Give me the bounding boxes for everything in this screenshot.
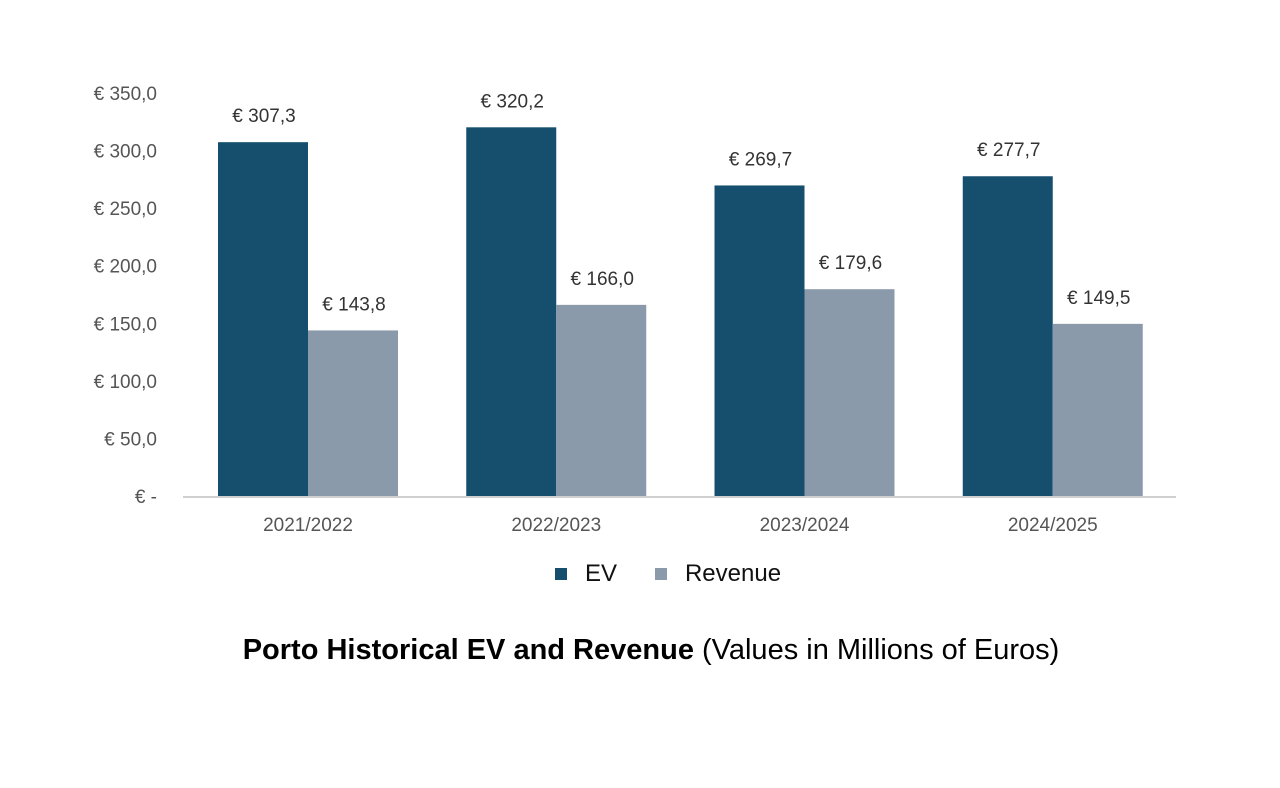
legend-label-revenue: Revenue	[684, 560, 782, 587]
y-tick-label: € 350,0	[94, 84, 157, 105]
legend-item-ev: EV	[554, 560, 617, 588]
x-tick-label: 2021/2022	[263, 515, 353, 536]
x-tick-label: 2024/2025	[1008, 515, 1098, 536]
y-tick-label: € 50,0	[104, 429, 157, 450]
y-tick-label: € 200,0	[94, 257, 157, 278]
data-label-revenue-2024-2025: € 149,5	[1067, 288, 1130, 309]
bar-ev-2021-2022	[218, 142, 308, 496]
bar-ev-2024-2025	[962, 176, 1053, 496]
legend: EV Revenue	[0, 560, 1280, 588]
bar-ev-2022-2023	[466, 127, 557, 497]
chart-subtitle: (Values in Millions of Euros)	[702, 634, 1060, 666]
chart-caption: Porto Historical EV and Revenue (Values …	[0, 634, 1280, 667]
legend-item-revenue: Revenue	[654, 560, 782, 588]
data-label-ev-2022-2023: € 320,2	[481, 91, 544, 112]
bar-revenue-2023-2024	[804, 289, 895, 496]
x-tick-label: 2022/2023	[511, 515, 601, 536]
y-tick-label: € -	[135, 487, 157, 508]
y-tick-label: € 300,0	[94, 142, 157, 163]
bar-revenue-2021-2022	[308, 330, 398, 496]
bar-revenue-2022-2023	[556, 304, 647, 496]
chart-title: Porto Historical EV and Revenue	[242, 634, 694, 666]
legend-swatch-revenue	[654, 568, 667, 580]
legend-swatch-ev	[554, 568, 567, 580]
data-label-ev-2023-2024: € 269,7	[729, 149, 792, 170]
data-label-revenue-2021-2022: € 143,8	[322, 294, 385, 315]
x-tick-label: 2023/2024	[760, 515, 850, 536]
data-label-ev-2021-2022: € 307,3	[232, 106, 295, 127]
y-tick-label: € 150,0	[94, 314, 157, 335]
bar-revenue-2024-2025	[1052, 323, 1143, 496]
y-tick-label: € 250,0	[94, 199, 157, 220]
bar-ev-2023-2024	[714, 185, 805, 496]
legend-label-ev: EV	[584, 560, 617, 587]
data-label-ev-2024-2025: € 277,7	[977, 140, 1040, 161]
data-label-revenue-2023-2024: € 179,6	[819, 253, 882, 274]
data-label-revenue-2022-2023: € 166,0	[571, 269, 634, 290]
y-tick-label: € 100,0	[94, 372, 157, 393]
